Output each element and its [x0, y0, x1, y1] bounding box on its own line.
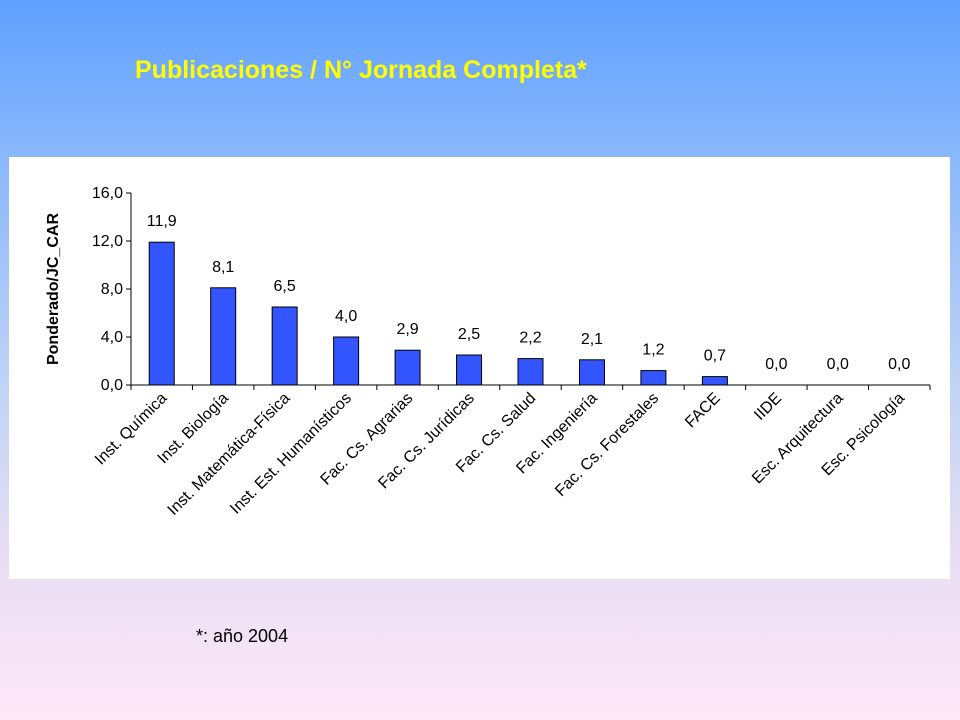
bar [210, 287, 237, 386]
bar [333, 336, 360, 386]
category-label: Inst. Est. Humanísticos [227, 390, 355, 518]
data-label: 0,7 [704, 348, 726, 365]
bar [394, 349, 421, 386]
bar-chart: 0,0 4,0 8,0 12,0 16,0 11,9 8,1 6,5 4,0 2,9 2,5 2,2… [45, 185, 931, 519]
y-tick-label: 0,0 [101, 377, 123, 394]
bar [456, 354, 483, 386]
category-label: FACE [682, 390, 724, 432]
bar [701, 376, 728, 386]
footnote: *: año 2004 [196, 626, 289, 646]
data-label: 1,2 [642, 342, 664, 359]
y-tick-label: 8,0 [101, 281, 123, 298]
y-tick-label: 16,0 [92, 185, 123, 202]
data-label: 2,1 [581, 331, 603, 348]
bar [271, 306, 298, 386]
y-tick-label: 4,0 [101, 329, 123, 346]
data-label: 2,5 [458, 326, 480, 343]
data-label: 0,0 [827, 356, 849, 373]
bar [148, 241, 175, 386]
y-tick-label: 12,0 [92, 233, 123, 250]
bar [517, 358, 544, 386]
category-label: IIDE [751, 390, 785, 424]
data-label: 8,1 [212, 259, 234, 276]
slide-title: Publicaciones / N° Jornada Completa* [135, 56, 587, 84]
bar [578, 359, 605, 386]
y-axis-label: Ponderado/JC_CAR [45, 213, 62, 365]
bar [640, 370, 667, 386]
chart-panel: 0,0 4,0 8,0 12,0 16,0 11,9 8,1 6,5 4,0 2,9 2,5 2,2… [9, 157, 950, 579]
data-label: 4,0 [335, 308, 357, 325]
data-label: 6,5 [274, 278, 296, 295]
data-labels: 11,9 8,1 6,5 4,0 2,9 2,5 2,2 2,1 1,2 0,7 0,0 0,0 0,0 [147, 213, 911, 373]
data-label: 0,0 [888, 356, 910, 373]
data-label: 2,9 [396, 321, 418, 338]
bars [148, 241, 728, 386]
data-label: 11,9 [147, 213, 177, 230]
category-label: Fac. Cs. Forestales [552, 390, 662, 500]
data-label: 2,2 [519, 330, 541, 347]
category-label: Inst. Matemática-Física [165, 390, 294, 519]
data-label: 0,0 [765, 356, 787, 373]
